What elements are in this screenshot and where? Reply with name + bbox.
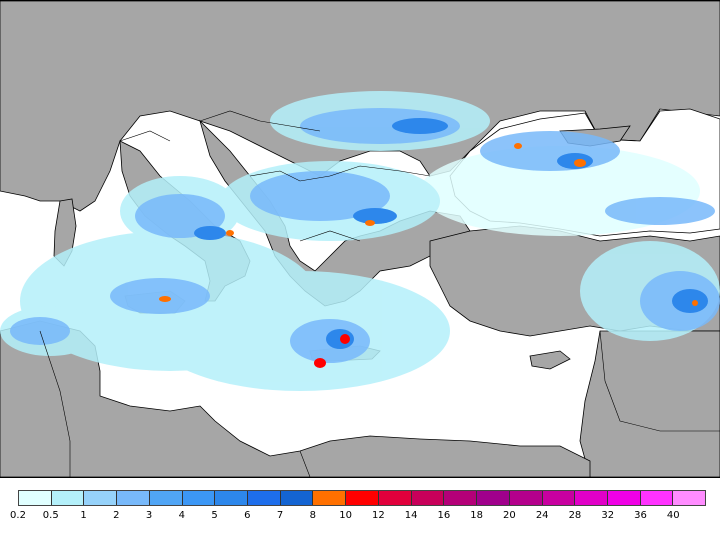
legend-swatch — [19, 491, 52, 505]
color-legend — [18, 490, 706, 506]
legend-swatch — [149, 491, 183, 505]
country-borders — [39, 110, 720, 478]
legend-tick-label: 14 — [404, 510, 418, 521]
legend-swatch — [117, 491, 150, 505]
legend-tick-label: 3 — [145, 510, 153, 521]
precip-medium — [10, 108, 720, 363]
legend-swatch — [575, 491, 608, 505]
legend-tick-label: 6 — [244, 510, 251, 521]
legend-tick-label: 4 — [178, 510, 185, 521]
legend-swatch — [411, 491, 445, 505]
legend-swatch — [248, 491, 281, 505]
legend-tick-label: 12 — [372, 510, 385, 521]
legend-swatch — [477, 491, 510, 505]
legend-swatch — [509, 491, 543, 505]
legend-labels: 0.2 0.5 1 2 3 4 5 6 7 8 10 12 14 16 18 20 24 28 32 36 40 — [0, 510, 720, 526]
legend-swatch — [444, 491, 478, 505]
legend-swatch — [182, 491, 216, 505]
legend-swatch — [313, 491, 347, 505]
legend-tick-label: 8 — [309, 510, 317, 521]
map-svg — [0, 0, 720, 478]
legend-swatch — [346, 491, 379, 505]
legend-tick-label: 36 — [634, 510, 647, 521]
legend-tick-label: 32 — [601, 510, 615, 521]
legend-tick-label: 18 — [470, 510, 484, 521]
legend-tick-label: 7 — [276, 510, 284, 521]
legend-swatch — [84, 491, 118, 505]
legend-tick-label: 10 — [339, 510, 352, 521]
legend-tick-label: 0.5 — [42, 510, 59, 521]
legend-tick-label: 5 — [211, 510, 218, 521]
legend-swatch — [542, 491, 576, 505]
legend-tick-label: 28 — [568, 510, 582, 521]
legend-tick-label: 2 — [113, 510, 120, 521]
legend-tick-label: 40 — [666, 510, 680, 521]
legend-swatch — [640, 491, 674, 505]
legend-tick-label: 24 — [535, 510, 549, 521]
legend-tick-label: 16 — [437, 510, 451, 521]
legend-swatch — [51, 491, 85, 505]
legend-tick-label: 20 — [503, 510, 516, 521]
legend-swatch — [280, 491, 314, 505]
precip-peaks — [159, 143, 698, 368]
legend-swatch — [215, 491, 249, 505]
precipitation-map — [0, 0, 720, 478]
legend-swatch — [607, 491, 641, 505]
legend-swatch — [378, 491, 412, 505]
legend-tick-label: 0.2 — [10, 510, 26, 521]
legend-swatch — [673, 491, 706, 505]
legend-tick-label: 1 — [80, 510, 87, 521]
